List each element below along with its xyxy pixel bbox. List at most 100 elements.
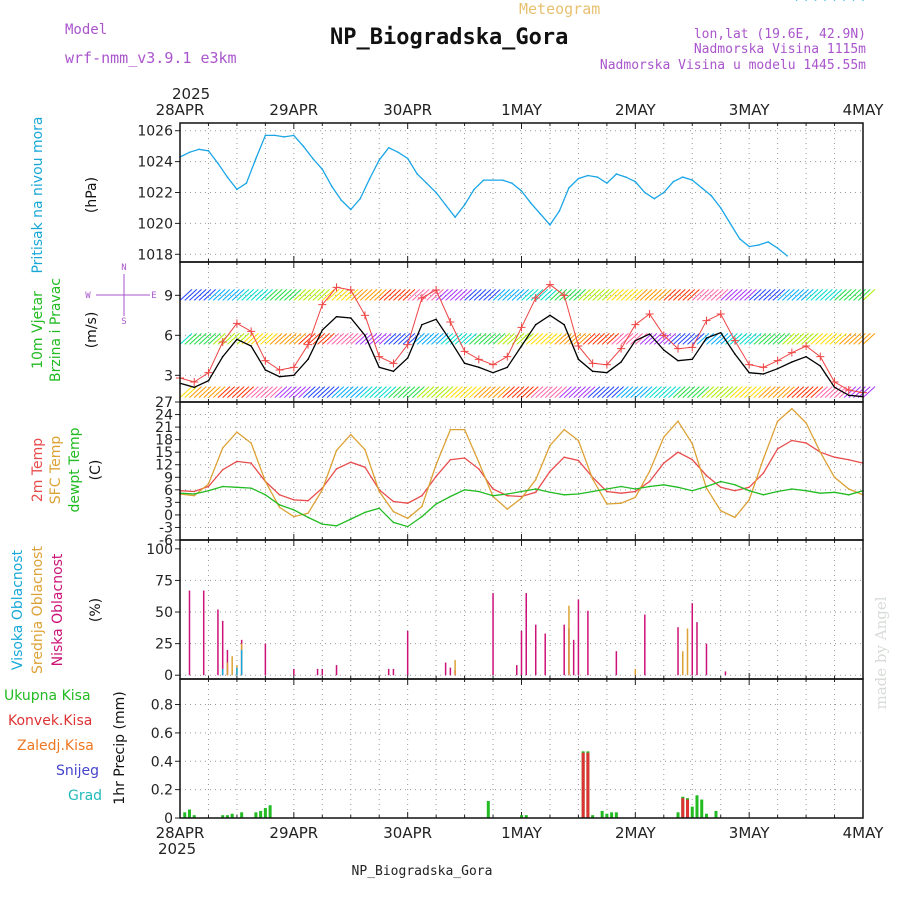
wind-barb [279,386,292,399]
data-point [748,371,750,374]
wind-barb [198,288,212,301]
wind-barb [606,288,620,301]
wind-barb [573,332,587,345]
data-point [217,162,219,164]
y-tick-label: 100 [146,542,173,558]
bottom-date-label: 30APR [383,824,432,842]
wind-barb [782,288,795,301]
wind-barb [483,386,496,399]
wind-barb [502,288,515,301]
gust-marker [232,319,241,328]
wind-barb [829,332,843,345]
data-point [478,366,480,369]
wind-barb [525,386,539,399]
bar [187,809,191,818]
wind-barb [364,288,378,301]
data-point [634,496,637,499]
series-line [179,407,864,520]
data-point [577,459,580,462]
wind-barb [350,386,364,399]
wind-barb [753,332,767,345]
y-tick-label: 1022 [137,186,173,202]
gust-marker [759,363,768,372]
model-label: Model [65,22,107,38]
data-point [591,370,594,373]
wind-barb [691,386,705,399]
wind-barb [359,386,373,399]
wind-side-labels: 10m Vjetar Brzina i Pravac (m/s) N S W E [30,263,157,382]
wind-barb [525,288,539,301]
data-point [776,367,779,370]
bar [605,813,609,818]
wind-barb [203,332,217,345]
wind-barb [340,332,354,345]
wind-barb [473,288,487,301]
wind-barb [549,332,563,345]
wind-barb [416,386,430,399]
temp-ylabel: (C) [88,460,104,481]
wind-barb [407,386,421,399]
data-point [748,245,750,248]
data-point [843,0,845,1]
wind-barb [231,386,245,399]
data-point [312,157,314,160]
data-point [791,439,793,442]
y-tick-label: -3 [159,520,173,536]
data-point [591,490,594,493]
data-point [349,461,352,464]
wind-barb [336,386,349,399]
bar [264,643,267,676]
wind-barb [653,386,667,399]
data-point [648,333,651,335]
wind-barb [321,288,335,301]
wind-barb [725,386,738,399]
wind-barb [739,288,753,301]
wind-barb [573,386,587,399]
bar [520,815,523,818]
model-elevation-label: Nadmorska Visina u modelu 1445.55m [600,58,866,73]
data-point [387,146,390,149]
series-brzina-vjetra [179,314,864,398]
wind-barb [701,386,715,399]
data-point [250,462,252,464]
wind-barb [378,288,392,301]
bar [677,627,679,676]
y-tick-label: 6 [164,328,173,344]
wind-barb [554,332,568,345]
gust-marker [432,286,441,294]
data-point [349,518,352,520]
wind-barb [336,332,349,345]
cloud-side-labels: Visoka Oblacnost Srednja Oblacnost Niska… [10,546,104,674]
temp-title-dewpt: dewpt Temp [67,427,83,512]
wind-barb [829,288,843,301]
wind-barb [592,288,605,301]
data-point [677,451,679,453]
data-point [454,216,456,219]
data-point [705,487,708,489]
wind-barb [786,332,800,345]
gust-marker [588,359,597,368]
wind-barb [464,332,477,345]
data-point [729,222,731,225]
bar [392,668,395,676]
data-point [207,150,210,152]
wind-barb [668,386,681,399]
data-point [506,508,509,510]
wind-barb [592,332,605,345]
wind-barb [720,288,734,301]
data-point [805,442,807,444]
wind-barb [312,288,326,301]
wind-barb [677,386,691,399]
wind-barb [492,332,506,345]
wind-barb [193,288,207,301]
wind-barb [663,288,677,301]
bar [577,599,580,676]
temp-title-2m: 2m Temp [30,438,46,502]
wind-barb [402,288,416,301]
bar [263,808,267,818]
wind-barb [326,288,340,301]
data-point [340,199,343,202]
wind-barb [748,288,762,301]
wind-barb [734,288,748,301]
